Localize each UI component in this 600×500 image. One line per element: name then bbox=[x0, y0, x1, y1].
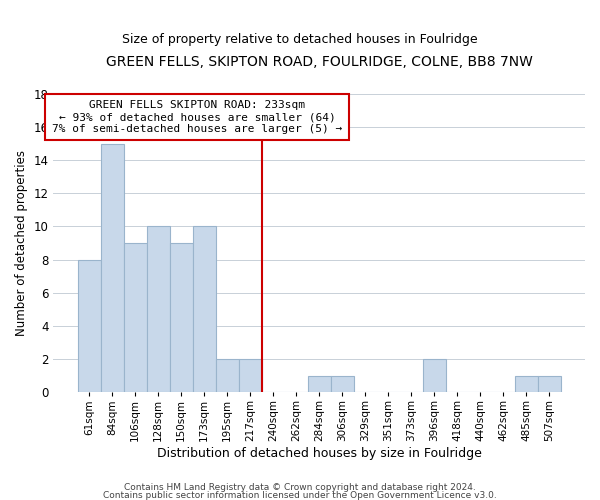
Text: GREEN FELLS SKIPTON ROAD: 233sqm
← 93% of detached houses are smaller (64)
7% of: GREEN FELLS SKIPTON ROAD: 233sqm ← 93% o… bbox=[52, 100, 343, 134]
Bar bbox=[331, 376, 354, 392]
Bar bbox=[215, 359, 239, 392]
X-axis label: Distribution of detached houses by size in Foulridge: Distribution of detached houses by size … bbox=[157, 447, 482, 460]
Bar bbox=[515, 376, 538, 392]
Bar bbox=[170, 243, 193, 392]
Bar bbox=[538, 376, 561, 392]
Bar bbox=[193, 226, 215, 392]
Y-axis label: Number of detached properties: Number of detached properties bbox=[15, 150, 28, 336]
Bar bbox=[101, 144, 124, 392]
Bar bbox=[77, 260, 101, 392]
Bar bbox=[124, 243, 146, 392]
Bar bbox=[308, 376, 331, 392]
Bar bbox=[239, 359, 262, 392]
Bar bbox=[423, 359, 446, 392]
Title: GREEN FELLS, SKIPTON ROAD, FOULRIDGE, COLNE, BB8 7NW: GREEN FELLS, SKIPTON ROAD, FOULRIDGE, CO… bbox=[106, 55, 533, 69]
Text: Size of property relative to detached houses in Foulridge: Size of property relative to detached ho… bbox=[122, 32, 478, 46]
Text: Contains HM Land Registry data © Crown copyright and database right 2024.: Contains HM Land Registry data © Crown c… bbox=[124, 484, 476, 492]
Text: Contains public sector information licensed under the Open Government Licence v3: Contains public sector information licen… bbox=[103, 491, 497, 500]
Bar bbox=[146, 226, 170, 392]
